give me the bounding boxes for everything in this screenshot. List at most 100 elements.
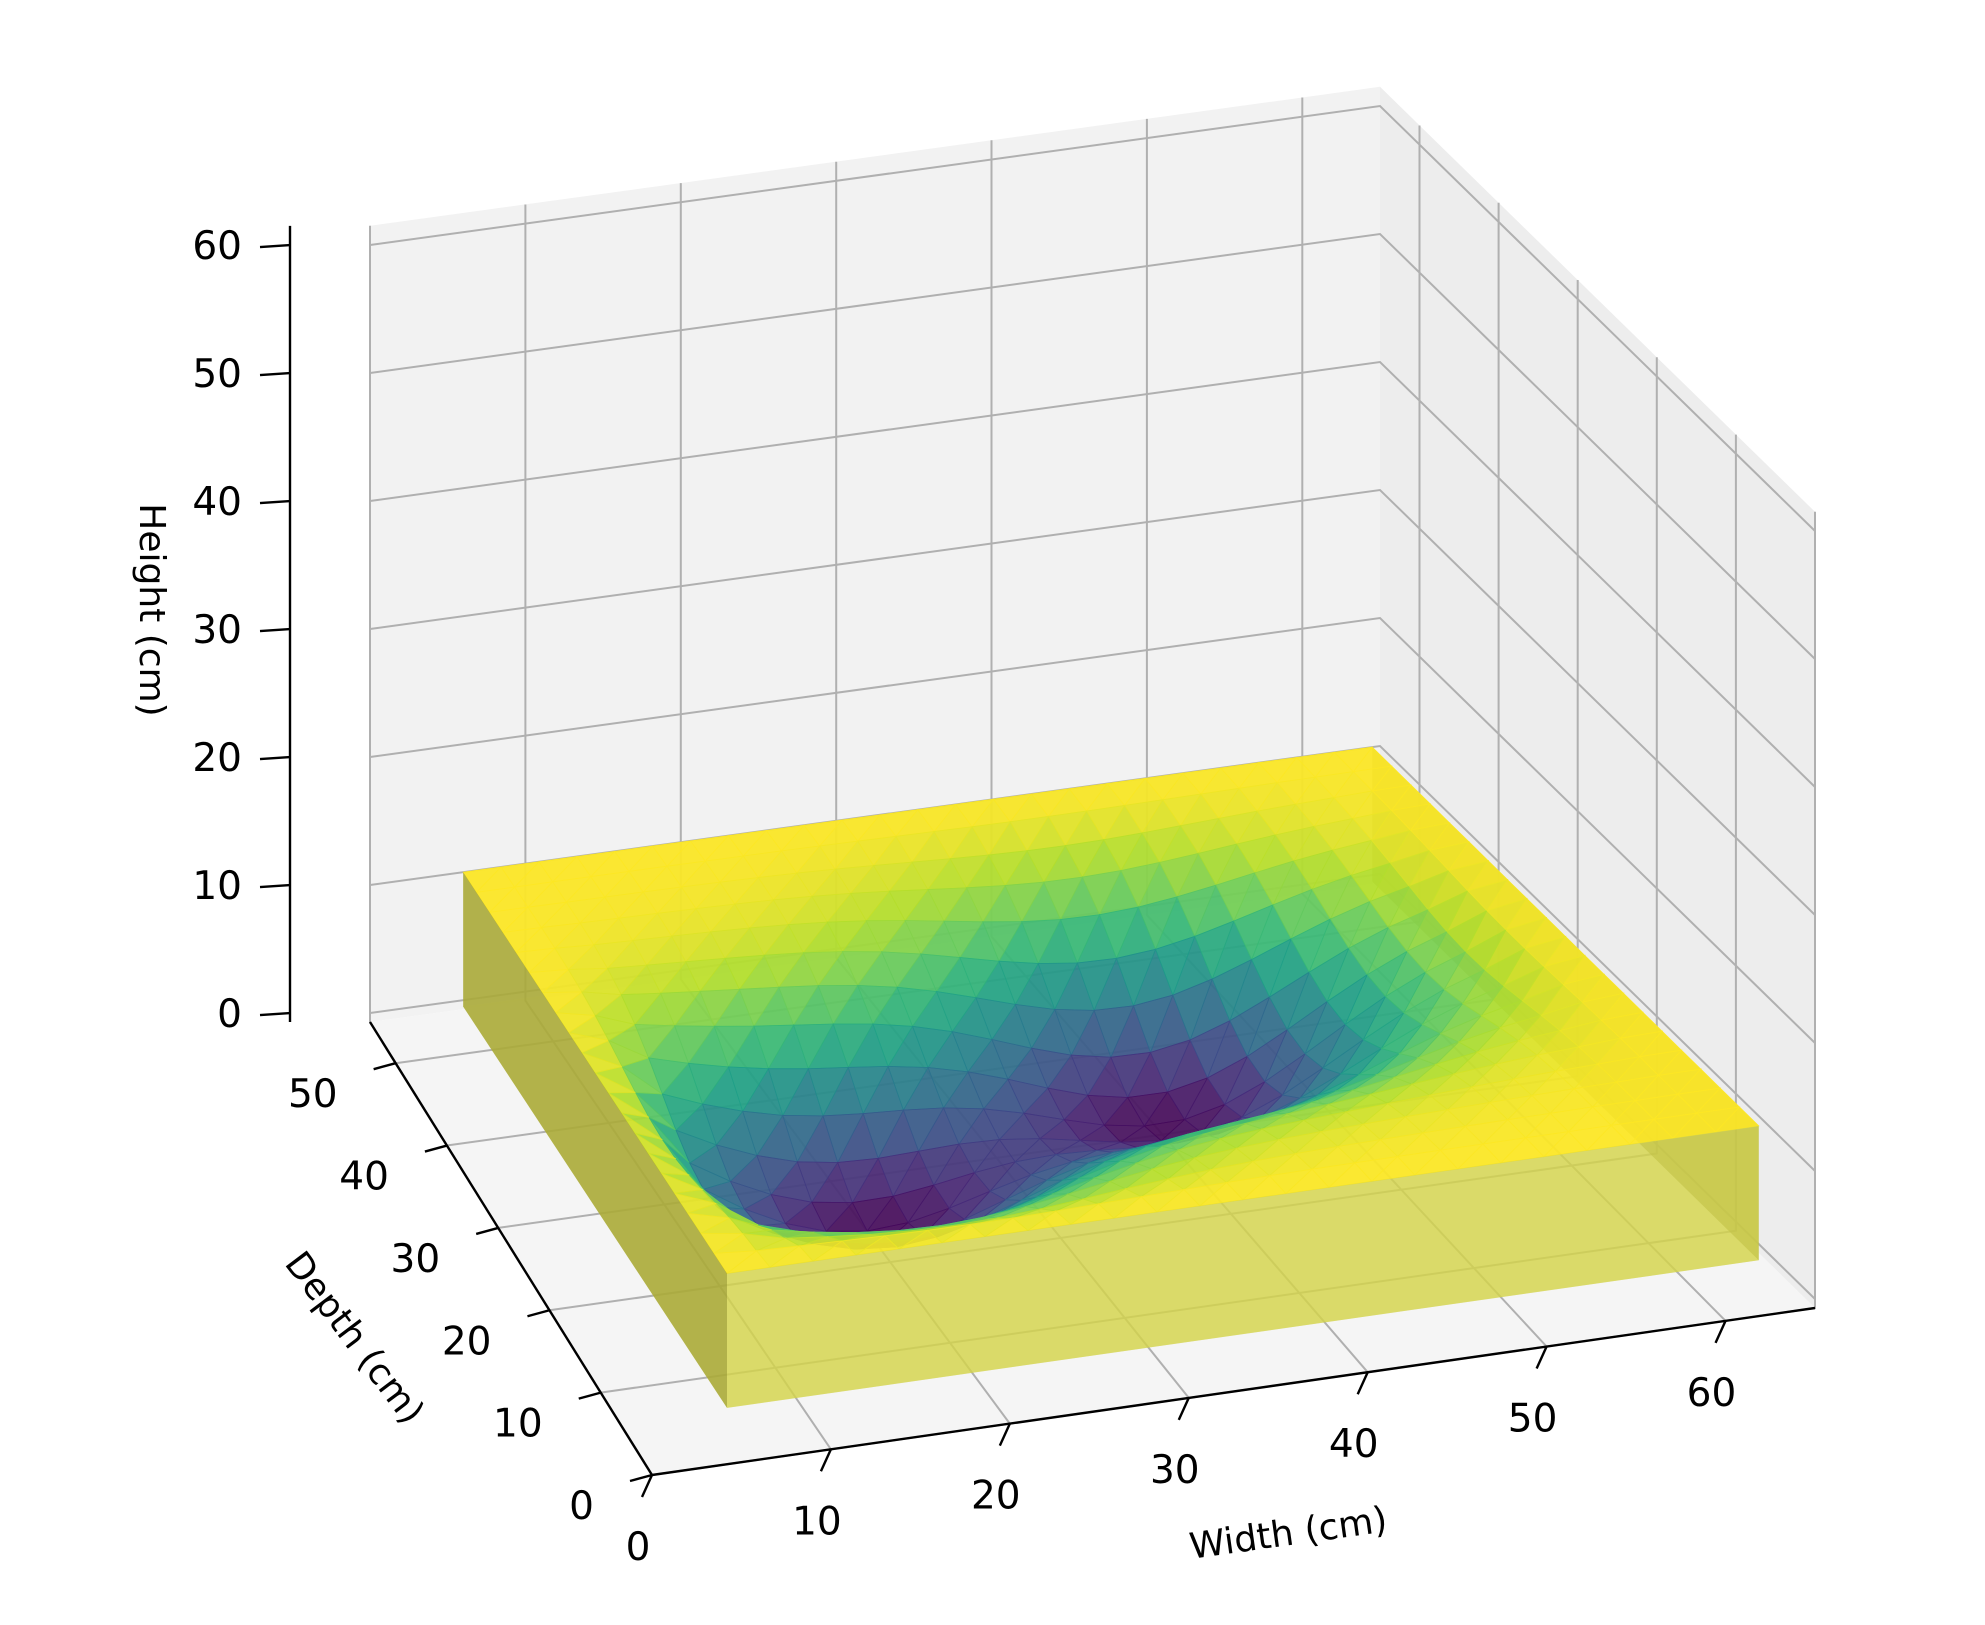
surface-facet — [565, 896, 606, 924]
surface-facet — [687, 1062, 730, 1105]
surface-facet — [1439, 1015, 1482, 1043]
surface-facet — [1197, 843, 1238, 886]
surface-facet — [802, 951, 844, 987]
surface-facet — [1308, 947, 1350, 1003]
surface-facet — [793, 1023, 834, 1070]
surface-facet — [1026, 845, 1067, 883]
surface-facet — [1047, 810, 1088, 847]
surface-facet — [1071, 1151, 1113, 1164]
surface-facet — [642, 886, 683, 914]
surface-facet — [879, 809, 919, 837]
surface-facet — [1081, 869, 1122, 916]
surface-facet — [951, 1031, 993, 1073]
surface-facet — [1638, 1049, 1683, 1076]
surface-facet — [1020, 1179, 1063, 1201]
surface-facet — [1030, 1047, 1072, 1089]
surface-facet — [1358, 1053, 1400, 1076]
surface-facet — [618, 912, 659, 942]
surface-facet — [811, 1201, 854, 1233]
axis-lines — [288, 225, 1816, 1477]
surface-facet — [998, 960, 1039, 1006]
surface-facet — [1272, 888, 1313, 940]
surface-facet — [1368, 1083, 1413, 1104]
grid-line-z — [369, 360, 1816, 788]
surface-facet — [998, 1138, 1041, 1163]
surface-facet — [554, 1012, 597, 1034]
surface-facet — [940, 1216, 984, 1226]
surface-facet — [803, 819, 843, 847]
surface-facet — [528, 969, 570, 994]
surface-facet — [756, 1155, 799, 1196]
surface-facet — [1285, 1103, 1329, 1121]
surface-facet — [834, 865, 875, 895]
surface-facet — [1251, 937, 1292, 999]
surface-facet — [1166, 1077, 1209, 1121]
surface-facet — [949, 854, 990, 889]
surface-facet — [673, 1192, 718, 1214]
surface-facet — [784, 1236, 829, 1247]
surface-facet — [1054, 1203, 1099, 1225]
surface-facet — [1559, 1019, 1603, 1048]
surface-facet — [1464, 1119, 1509, 1145]
surface-facet — [1505, 916, 1548, 950]
surface-facet — [1480, 999, 1524, 1029]
surface-facet — [918, 1143, 960, 1186]
surface-facet — [1398, 1033, 1441, 1059]
surface-facet — [704, 855, 745, 883]
grid-line-z — [369, 104, 1816, 532]
surface-facet — [1110, 1051, 1152, 1099]
surface-facet — [1409, 822, 1451, 851]
surface-facet — [593, 1071, 636, 1094]
surface-facet — [1193, 1147, 1237, 1171]
z-tick-label: 40 — [192, 480, 242, 525]
surface-facet — [1653, 1112, 1698, 1139]
surface-facet — [1446, 1101, 1491, 1127]
surface-facet — [1434, 1051, 1478, 1075]
surface-facet — [1115, 948, 1157, 1007]
surface-facet — [927, 1067, 969, 1109]
surface-facet — [847, 1065, 889, 1115]
surface-facet — [822, 1113, 864, 1164]
surface-facet — [656, 908, 698, 937]
surface-facet — [1211, 958, 1253, 1022]
x-tick — [1535, 1346, 1548, 1370]
surface-facet — [1352, 765, 1393, 792]
block-front-faces — [463, 872, 1759, 1408]
surface-facet — [647, 1057, 690, 1095]
surface-facet — [742, 1233, 788, 1252]
surface-facet — [1009, 815, 1050, 852]
surface-facet — [933, 1171, 976, 1209]
surface-facet — [579, 917, 620, 946]
surface-facet — [817, 984, 859, 1025]
z-tick-label: 0 — [217, 992, 242, 1037]
surface-facet — [916, 803, 957, 833]
surface-facet — [771, 1229, 815, 1239]
surface-facet — [920, 953, 961, 993]
surface-facet — [1319, 1123, 1365, 1148]
surface-facet — [943, 920, 984, 959]
z-tick-label: 20 — [192, 736, 242, 781]
surface-facet — [1243, 1113, 1287, 1130]
surface-facet — [1619, 1030, 1664, 1058]
surface-facet — [1427, 889, 1469, 933]
surface-facet — [515, 947, 557, 974]
surface-facet — [1108, 1168, 1153, 1190]
surface-facet — [724, 954, 765, 991]
surface-facet — [1353, 1155, 1399, 1182]
surface-facet — [1269, 1101, 1312, 1115]
surface-facet — [738, 986, 780, 1027]
surface-facet — [727, 829, 768, 857]
y-tick — [424, 1144, 448, 1153]
surface-facet — [1264, 1053, 1306, 1096]
surface-facet — [1313, 817, 1354, 851]
surface-facet — [1634, 1093, 1679, 1120]
z-tick — [259, 371, 291, 377]
x-tick-label: 10 — [792, 1499, 842, 1544]
surface-facet — [1304, 1024, 1346, 1069]
surface-facet — [500, 861, 541, 888]
surface-facet — [685, 957, 726, 993]
z-tick-label: 60 — [192, 224, 242, 269]
surface-facet — [787, 921, 829, 954]
surface-facet — [1374, 1057, 1418, 1078]
surface-facet — [1194, 920, 1235, 981]
